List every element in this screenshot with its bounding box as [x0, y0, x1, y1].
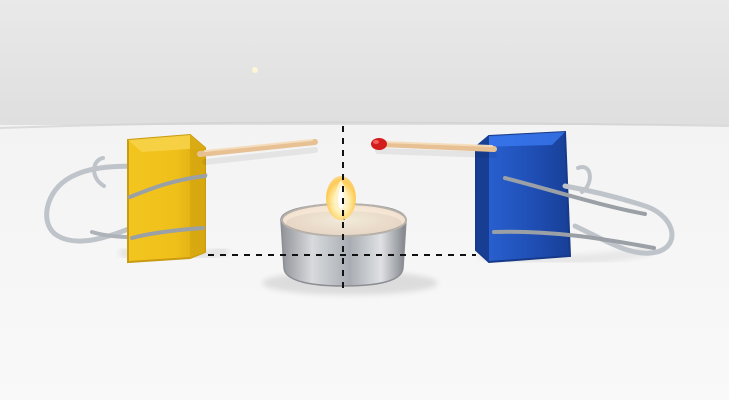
- match-head-highlight: [373, 140, 379, 144]
- matchstick-icon: [197, 139, 318, 165]
- yellow-binder-clip-icon: [44, 133, 230, 264]
- flame-icon: [326, 176, 356, 220]
- match-head: [371, 138, 387, 150]
- right-matchstick-highlight: [383, 141, 493, 147]
- left-matchstick-highlight: [204, 139, 313, 152]
- blue-clip-wire-front: [503, 176, 647, 216]
- light-speck: [252, 67, 258, 73]
- yellow-clip-top-fold: [128, 135, 205, 152]
- blue-clip-wire-loop: [576, 165, 592, 194]
- blue-clip-wire-back: [562, 183, 675, 256]
- right-matchstick-shadow: [375, 148, 497, 158]
- blue-clip-side-fold: [476, 136, 489, 262]
- tealight-candle-icon: [280, 176, 407, 287]
- yellow-clip-wire-loop: [92, 156, 106, 188]
- left-matchstick: [197, 139, 318, 157]
- wall-background: [0, 0, 729, 135]
- yellow-clip-wire-front-arm: [128, 174, 207, 199]
- blue-binder-clip-icon: [475, 130, 675, 266]
- blue-clip-wire-front-2: [492, 229, 656, 250]
- left-matchstick-shadow: [202, 147, 318, 165]
- yellow-clip-wire-front-arm-2: [130, 226, 205, 240]
- table-edge: [0, 121, 729, 129]
- right-matchstick: [377, 141, 497, 152]
- blue-clip-top-fold: [476, 132, 565, 147]
- matchstick-with-red-head-icon: [371, 138, 497, 158]
